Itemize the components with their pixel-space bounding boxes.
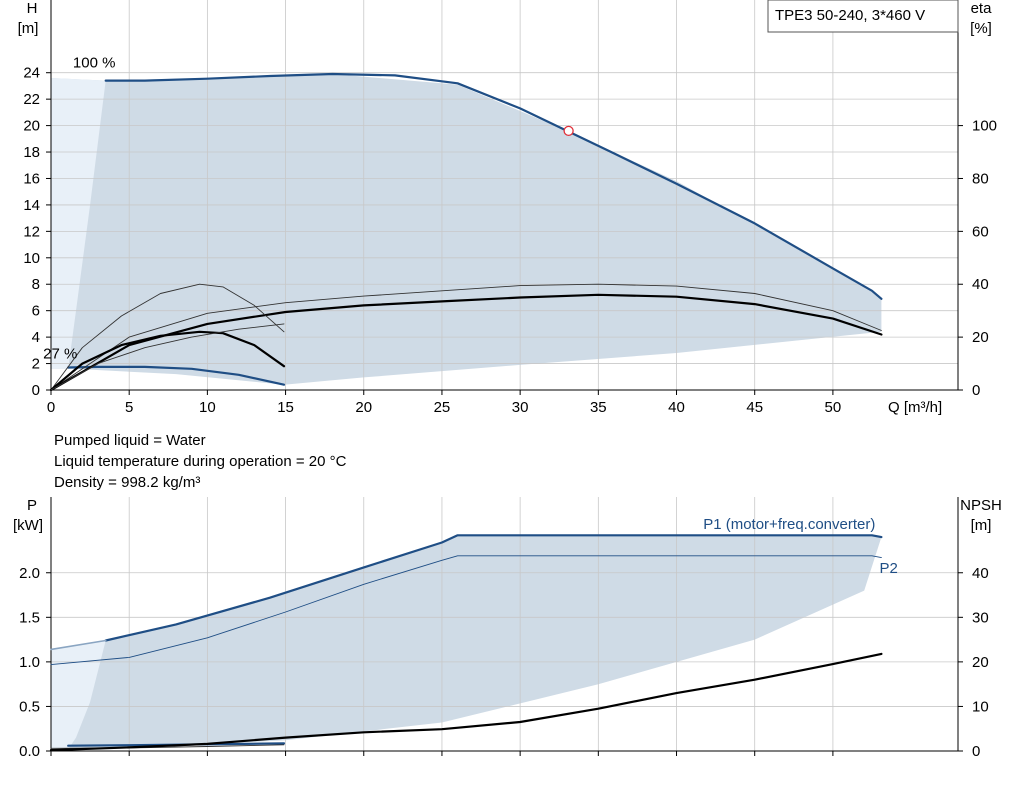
qh-y2tick-label: 100 (972, 118, 997, 135)
power-ylabel-unit: [kW] (13, 517, 43, 534)
power-y2tick-label: 30 (972, 609, 989, 626)
power-ylabel: P (27, 497, 37, 514)
qh-title-box (767, 0, 959, 33)
qh-xtick-label: 15 (277, 399, 294, 416)
qh-series-eta-motor-max (50, 283, 882, 391)
qh-xtick-label: 20 (355, 399, 372, 416)
qh-xtick-label: 50 (825, 399, 842, 416)
power-series-P2-max (50, 555, 882, 666)
qh-xtick-label: 25 (434, 399, 451, 416)
qh-series-eta-motor-min (50, 283, 285, 391)
power-y2label: NPSH (960, 497, 1002, 514)
power-series-P1-max (104, 534, 883, 642)
qh-annotation: 27 % (43, 345, 77, 362)
qh-series-eta-pump-min (49, 330, 286, 392)
power-y2tick-label: 20 (972, 654, 989, 671)
qh-ytick-label: 20 (23, 118, 40, 135)
power-y2tick-label: 40 (972, 565, 989, 582)
qh-duty-point (563, 125, 574, 137)
qh-xtick-label: 30 (512, 399, 529, 416)
qh-y2tick-label: 20 (972, 329, 989, 346)
qh-xtick-label: 0 (47, 399, 55, 416)
qh-ytick-label: 10 (23, 250, 40, 267)
qh-ytick-label: 18 (23, 144, 40, 161)
pumped-liquid-text: Pumped liquid = Water (54, 432, 206, 449)
power-series-P1-max-faint (50, 639, 107, 651)
qh-xlabel: Q [m³/h] (888, 399, 942, 416)
power-ytick-label: 0.5 (19, 698, 40, 715)
power-y2tick-label: 0 (972, 743, 980, 760)
qh-ytick-label: 8 (32, 276, 40, 293)
qh-ytick-label: 16 (23, 170, 40, 187)
power-ytick-label: 2.0 (19, 565, 40, 582)
qh-y2tick-label: 0 (972, 382, 980, 399)
power-ytick-label: 0.0 (19, 743, 40, 760)
qh-xtick-label: 45 (746, 399, 763, 416)
qh-ylabel: H (27, 0, 38, 17)
qh-annotation: 100 % (73, 54, 116, 71)
qh-y2label-unit: [%] (970, 20, 992, 37)
qh-xtick-label: 5 (125, 399, 133, 416)
power-ytick-label: 1.0 (19, 654, 40, 671)
qh-xtick-label: 35 (590, 399, 607, 416)
qh-envelope-light (51, 78, 106, 369)
qh-y2tick-label: 40 (972, 276, 989, 293)
qh-ytick-label: 4 (32, 329, 40, 346)
qh-series-eta-thin-min-2 (50, 323, 285, 391)
power-envelope-light (51, 640, 106, 750)
qh-series-eta-pump-max (49, 293, 883, 392)
qh-ytick-label: 24 (23, 65, 40, 82)
qh-ytick-label: 0 (32, 382, 40, 399)
qh-series-head-max (104, 72, 883, 300)
qh-title: TPE3 50-240, 3*460 V (775, 7, 925, 24)
power-operating-envelope (51, 535, 882, 750)
power-series-label: P2 (880, 560, 898, 577)
power-series-NPSH (49, 652, 883, 752)
power-series-label: P1 (motor+freq.converter) (703, 516, 875, 533)
qh-ytick-label: 12 (23, 223, 40, 240)
density-text: Density = 998.2 kg/m³ (54, 474, 201, 491)
qh-ytick-label: 14 (23, 197, 40, 214)
qh-y2tick-label: 80 (972, 170, 989, 187)
power-ytick-label: 1.5 (19, 609, 40, 626)
qh-operating-envelope (51, 74, 882, 385)
qh-ylabel-unit: [m] (18, 20, 39, 37)
qh-ytick-label: 22 (23, 91, 40, 108)
liquid-temperature-text: Liquid temperature during operation = 20… (54, 453, 347, 470)
qh-y2tick-label: 60 (972, 223, 989, 240)
qh-ytick-label: 2 (32, 356, 40, 373)
qh-ytick-label: 6 (32, 303, 40, 320)
power-y2tick-label: 10 (972, 698, 989, 715)
power-y2label-unit: [m] (971, 517, 992, 534)
qh-xtick-label: 10 (199, 399, 216, 416)
qh-xtick-label: 40 (668, 399, 685, 416)
qh-y2label: eta (971, 0, 993, 17)
